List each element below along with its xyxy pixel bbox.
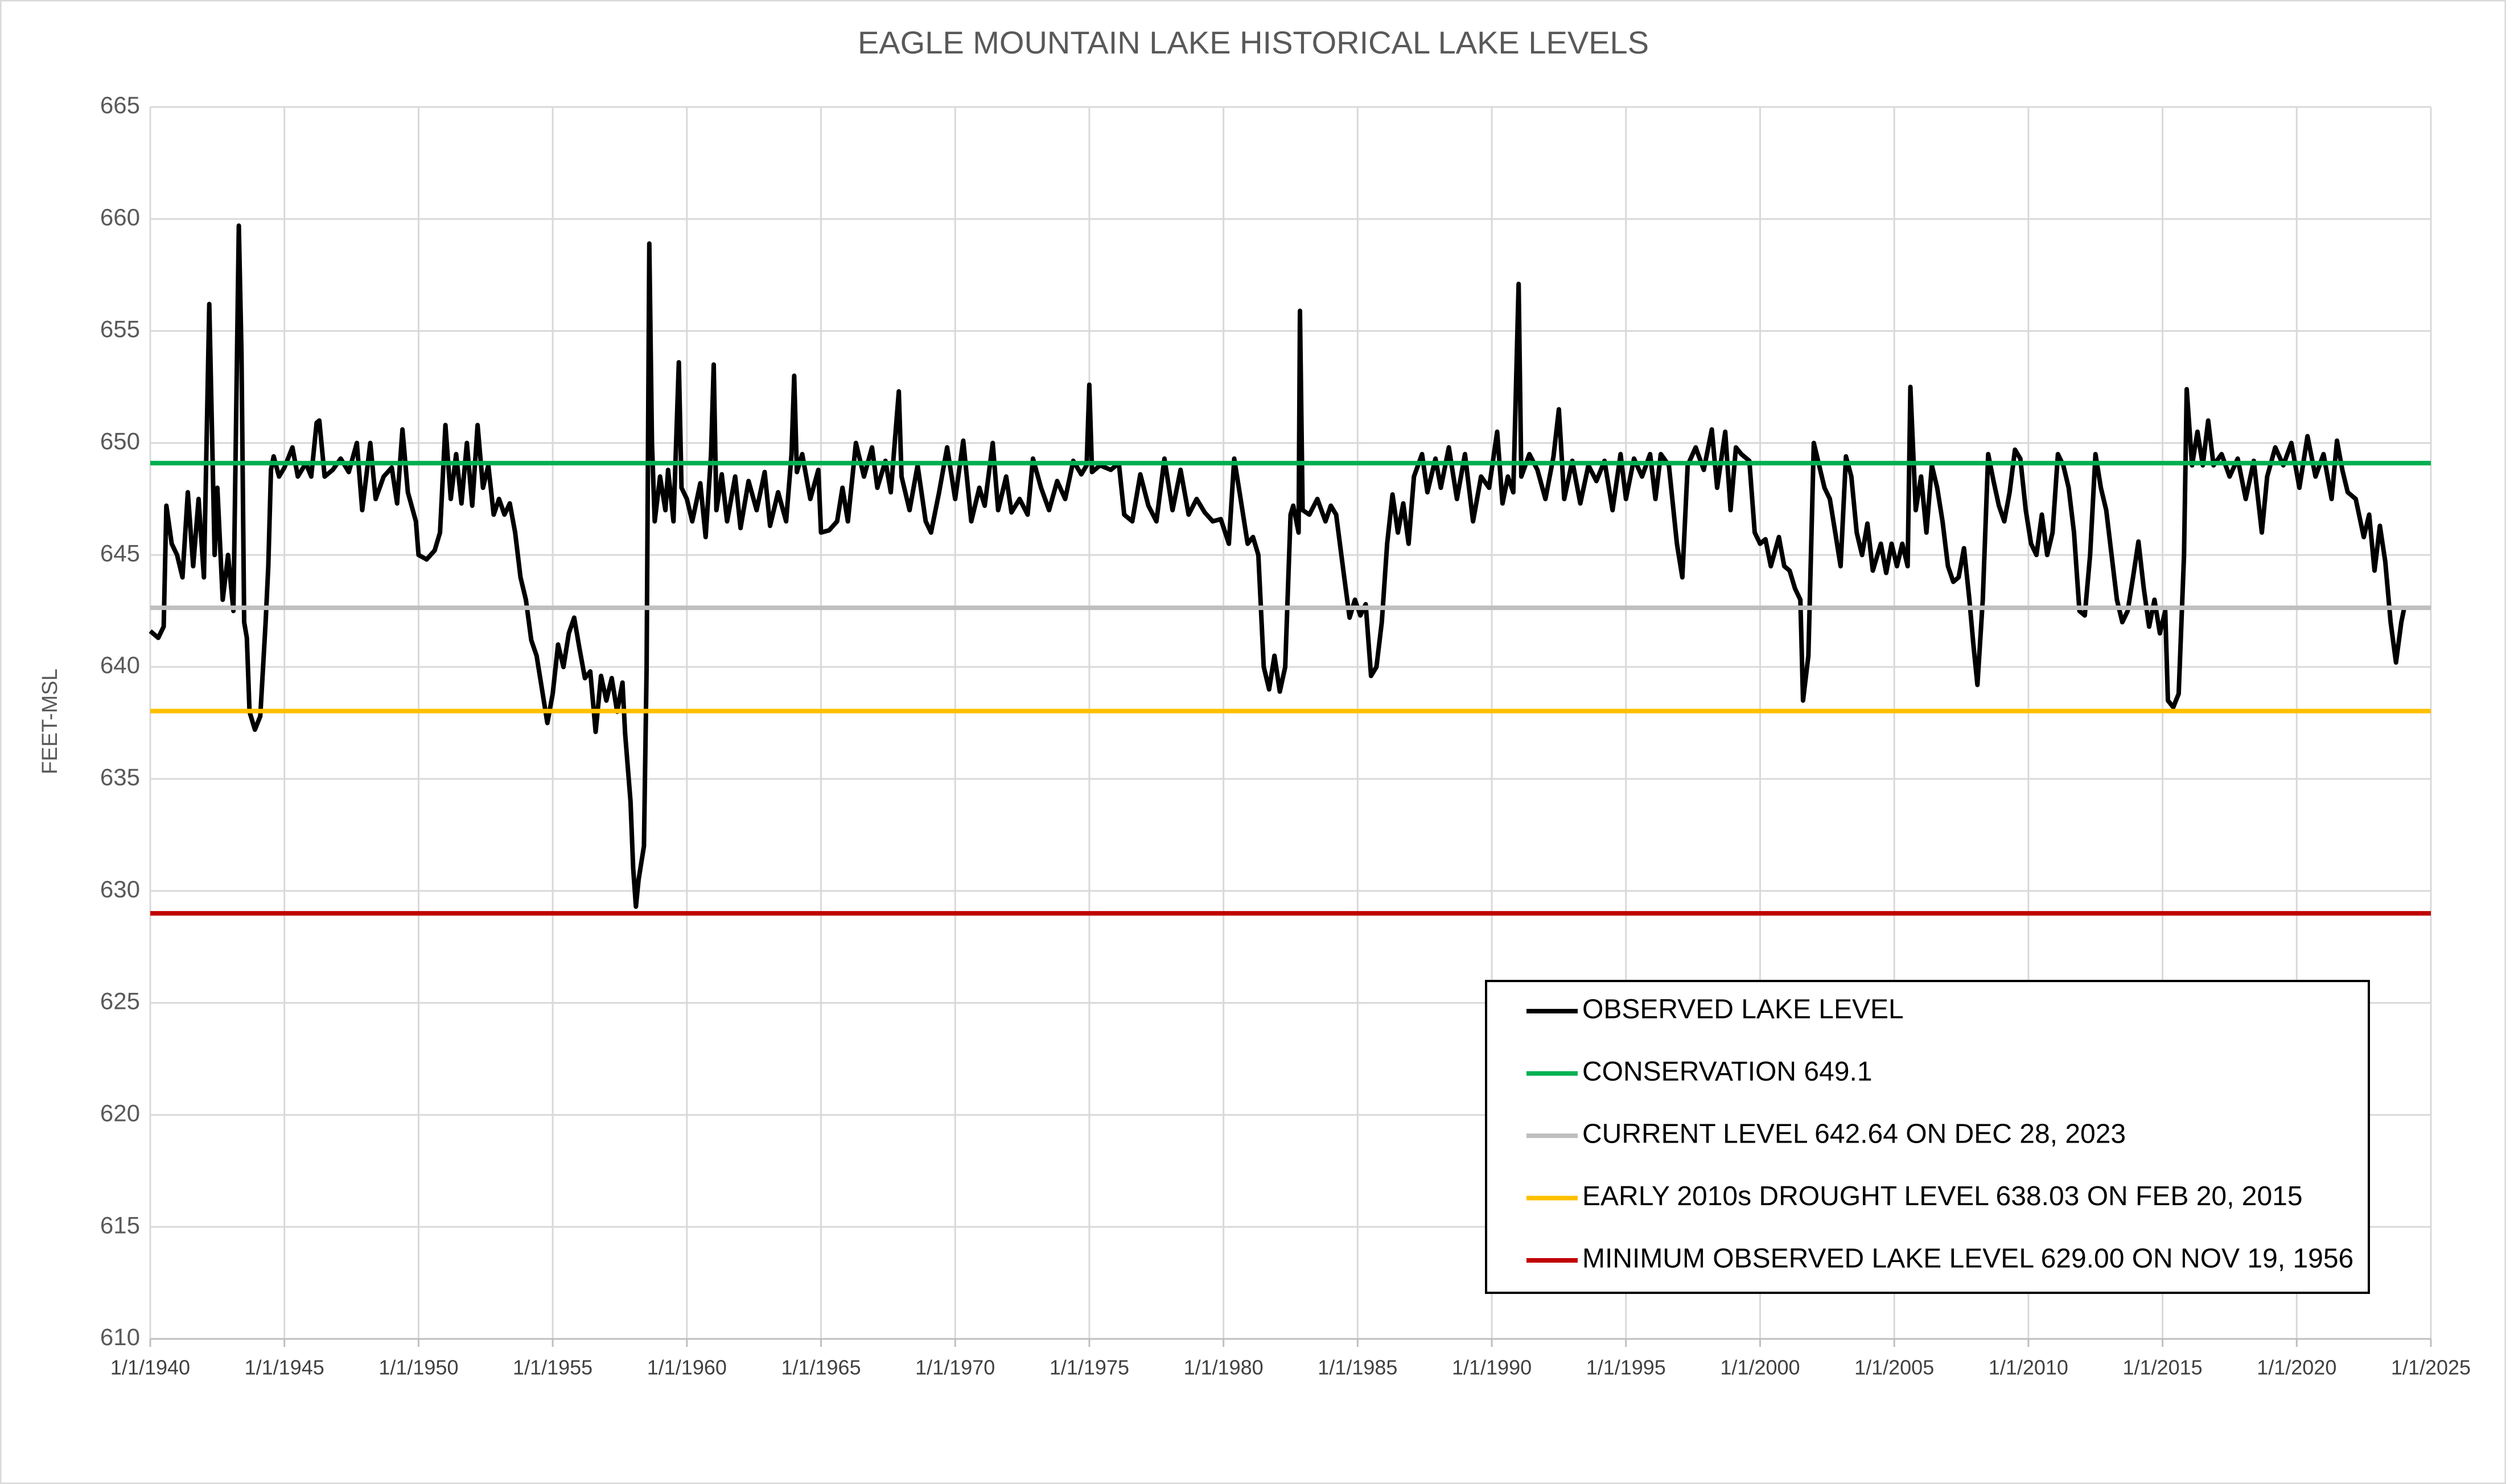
x-tick-label: 1/1/2000 bbox=[1720, 1356, 1800, 1379]
x-tick-label: 1/1/2010 bbox=[1989, 1356, 2068, 1379]
y-tick-label: 645 bbox=[100, 539, 140, 566]
y-tick-label: 610 bbox=[100, 1324, 140, 1350]
chart-title: EAGLE MOUNTAIN LAKE HISTORICAL LAKE LEVE… bbox=[858, 24, 1649, 60]
y-tick-label: 630 bbox=[100, 876, 140, 902]
x-tick-label: 1/1/2005 bbox=[1854, 1356, 1934, 1379]
y-tick-label: 625 bbox=[100, 988, 140, 1015]
plot-area bbox=[149, 223, 2431, 916]
x-tick-label: 1/1/1965 bbox=[781, 1356, 861, 1379]
y-tick-label: 635 bbox=[100, 764, 140, 790]
legend: OBSERVED LAKE LEVEL CONSERVATION 649.1 CUR… bbox=[1485, 980, 2370, 1294]
y-tick-label: 650 bbox=[100, 428, 140, 455]
x-tick-label: 1/1/1995 bbox=[1586, 1356, 1666, 1379]
x-tick-label: 1/1/1990 bbox=[1452, 1356, 1532, 1379]
legend-label: EARLY 2010s DROUGHT LEVEL 638.03 ON FEB … bbox=[1582, 1181, 2303, 1211]
legend-label: MINIMUM OBSERVED LAKE LEVEL 629.00 ON NO… bbox=[1582, 1244, 2353, 1274]
y-tick-label: 660 bbox=[100, 204, 140, 230]
x-tick-label: 1/1/1960 bbox=[647, 1356, 727, 1379]
x-tick-label: 1/1/2015 bbox=[2123, 1356, 2203, 1379]
legend-label: CONSERVATION 649.1 bbox=[1582, 1057, 1873, 1087]
y-tick-label: 640 bbox=[100, 652, 140, 678]
x-tick-label: 1/1/1950 bbox=[378, 1356, 458, 1379]
x-tick-label: 1/1/1975 bbox=[1050, 1356, 1129, 1379]
x-tick-label: 1/1/2025 bbox=[2391, 1356, 2471, 1379]
legend-box bbox=[1485, 980, 2370, 1294]
x-tick-label: 1/1/1970 bbox=[915, 1356, 995, 1379]
series-line bbox=[149, 223, 2406, 909]
x-tick-label: 1/1/1980 bbox=[1184, 1356, 1264, 1379]
y-tick-label: 665 bbox=[100, 92, 140, 118]
x-tick-label: 1/1/1985 bbox=[1318, 1356, 1397, 1379]
x-tick-label: 1/1/2020 bbox=[2257, 1356, 2336, 1379]
y-tick-label: 655 bbox=[100, 316, 140, 343]
legend-label: OBSERVED LAKE LEVEL bbox=[1582, 995, 1904, 1025]
x-tick-label: 1/1/1955 bbox=[513, 1356, 592, 1379]
x-tick-label: 1/1/1945 bbox=[245, 1356, 324, 1379]
y-tick-label: 615 bbox=[100, 1211, 140, 1238]
y-tick-label: 620 bbox=[100, 1099, 140, 1126]
legend-label: CURRENT LEVEL 642.64 ON DEC 28, 2023 bbox=[1582, 1119, 2126, 1149]
x-tick-label: 1/1/1940 bbox=[110, 1356, 190, 1379]
y-axis-label: FEET-MSL bbox=[38, 669, 62, 774]
